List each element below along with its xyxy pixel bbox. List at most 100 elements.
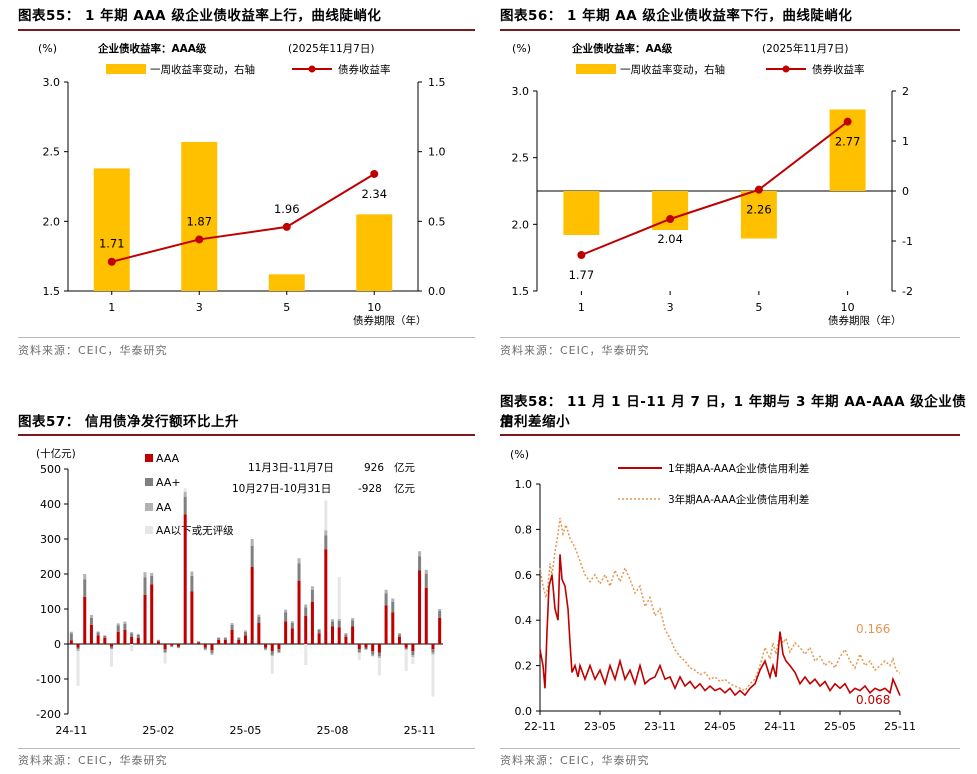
- chart57-legend-aaplus: AA+: [156, 476, 181, 489]
- chart57-bar-AA+-13: [156, 640, 160, 642]
- chart57-bar-AAA-19: [197, 642, 201, 644]
- chart55-yield-point-3: [195, 235, 204, 244]
- chart56-xtick-label: 1: [578, 301, 585, 314]
- chart56-yield-label-10: 2.77: [835, 135, 861, 149]
- chart57-source-rule: [18, 748, 475, 749]
- chart57-bar-AA-6: [110, 648, 114, 650]
- chart56-yield-point-3: [666, 215, 675, 223]
- chart57-bar-AA+-26: [243, 631, 247, 636]
- chart58-ytick-label: 1.0: [515, 478, 533, 491]
- chart55-y2tick-label: 1.0: [428, 146, 446, 159]
- chart57-bar-AA-26: [243, 630, 247, 632]
- chart56-yield-point-5: [754, 185, 763, 194]
- chart57-bar-AA-36: [310, 586, 314, 590]
- chart57-bar-AAA-12: [150, 584, 154, 644]
- chart56-date: (2025年11月7日): [762, 42, 848, 55]
- chart57-bar-AA+-35: [304, 607, 308, 616]
- chart57-bar-AA-8: [123, 621, 127, 624]
- chart57-bar-AA-22: [217, 637, 221, 639]
- chart55-xtick-label: 5: [283, 301, 290, 314]
- chart57-bar-AA以下或无评级-38: [324, 500, 328, 531]
- chart57-xtick-label: 25-11: [404, 724, 436, 737]
- chart57-bar-AA+-1: [76, 647, 80, 650]
- chart57-bar-AA-3: [89, 614, 93, 618]
- chart57-bar-AAA-55: [438, 617, 442, 644]
- chart57-bar-AA-2: [83, 574, 87, 580]
- chart57-bar-AA-21: [210, 653, 214, 655]
- chart57-bar-AA+-39: [331, 621, 335, 627]
- chart58-endlabel-3y: 0.166: [856, 622, 890, 636]
- chart57-bar-AAA-4: [96, 635, 100, 644]
- chart57-bar-AAA-37: [317, 633, 321, 644]
- chart57-bar-AA-37: [317, 628, 321, 630]
- chart57-bar-AAA-35: [304, 616, 308, 644]
- chart57-bar-AA以下或无评级-9: [130, 644, 134, 651]
- chart57-bar-AAA-2: [83, 596, 87, 644]
- chart57-bar-AA-49: [397, 633, 401, 635]
- chart58-xtick-label: 25-05: [824, 720, 856, 733]
- chart57-bar-AAA-49: [397, 637, 401, 644]
- chart55-yield-point-5: [282, 222, 291, 231]
- chart57-ytick-label: -200: [36, 708, 61, 721]
- chart57-bar-AAA-39: [331, 626, 335, 644]
- chart57-bar-AAA-22: [217, 639, 221, 644]
- chart55-yield-point-10: [370, 169, 379, 178]
- chart58-endlabel-1y: 0.068: [856, 693, 890, 707]
- chart57-bar-AA+-15: [170, 645, 174, 647]
- chart57-bar-AA+-54: [431, 649, 435, 653]
- chart57-bar-AA-46: [377, 656, 381, 658]
- chart57-bar-AA以下或无评级-30: [270, 656, 274, 674]
- chart57-unit: (十亿元): [36, 447, 76, 460]
- chart58-source: 资料来源：CEIC，华泰研究: [500, 754, 650, 767]
- chart57-bar-AA-5: [103, 635, 107, 636]
- chart57-bar-AA+-28: [257, 616, 261, 623]
- chart57-xtick-label: 25-05: [229, 724, 261, 737]
- chart57-bar-AAA-23: [223, 639, 227, 644]
- chart57-legend-aaplus-swatch: [145, 478, 153, 486]
- chart57-bar-AAA-24: [230, 630, 234, 644]
- chart55-source: 资料来源：CEIC，华泰研究: [18, 344, 168, 357]
- chart55-yield-line: [111, 173, 375, 263]
- chart56-yield-label-1: 1.77: [569, 268, 595, 282]
- chart57-bar-AAA-28: [257, 623, 261, 644]
- chart57-bar-AA-53: [424, 569, 428, 574]
- chart57-bar-AA-20: [203, 649, 207, 651]
- chart57-bar-AAA-5: [103, 637, 107, 644]
- chart57-bar-AA+-36: [310, 589, 314, 602]
- chart57-bar-AA+-18: [190, 575, 194, 592]
- chart58-line-3y: [539, 517, 901, 692]
- chart57-bar-AA以下或无评级-51: [411, 656, 415, 664]
- chart57-heading-rule: [18, 434, 475, 436]
- chart57-bar-AA-47: [384, 589, 388, 594]
- chart56-y2tick-label: 1: [902, 135, 909, 148]
- chart56-legend-bar-label: 一周收益率变动，右轴: [620, 63, 725, 76]
- chart57-bar-AA以下或无评级-40: [337, 576, 341, 619]
- chart57-bar-AA-30: [270, 654, 274, 657]
- chart57-bar-AAA-42: [351, 626, 355, 644]
- chart56-y2tick-label: -1: [902, 235, 913, 248]
- chart55-yield-label-5: 1.96: [274, 202, 300, 216]
- chart57-ytick-label: 400: [40, 498, 61, 511]
- chart57-bar-AA+-2: [83, 579, 87, 597]
- chart57-bar-AA-10: [136, 633, 140, 635]
- chart57-bar-AAA-17: [183, 514, 187, 644]
- chart57-bar-AA+-14: [163, 649, 167, 653]
- chart57-bar-AA+-16: [176, 646, 180, 648]
- chart57-bar-AA+-44: [364, 647, 368, 650]
- chart57-bar-AAA-54: [431, 644, 435, 650]
- chart57-bar-AA+-24: [230, 624, 234, 630]
- chart57-bar-AA-38: [324, 530, 328, 536]
- chart57-bar-AAA-16: [176, 644, 180, 647]
- chart57-bar-AA+-50: [404, 647, 408, 650]
- chart57-bar-AA+-11: [143, 577, 147, 595]
- chart56-source: 资料来源：CEIC，华泰研究: [500, 344, 650, 357]
- chart55-xtick-label: 3: [196, 301, 203, 314]
- chart57-bar-AAA-13: [156, 641, 160, 644]
- chart57-bar-AA以下或无评级-17: [183, 488, 187, 492]
- chart57-bar-AA+-40: [337, 620, 341, 628]
- chart57-bar-AAA-47: [384, 605, 388, 644]
- chart56-yield-line: [580, 120, 849, 256]
- chart57-xtick-label: 24-11: [55, 724, 87, 737]
- chart57-legend-aaa-swatch: [145, 454, 153, 462]
- chart57-bar-AA+-47: [384, 593, 388, 606]
